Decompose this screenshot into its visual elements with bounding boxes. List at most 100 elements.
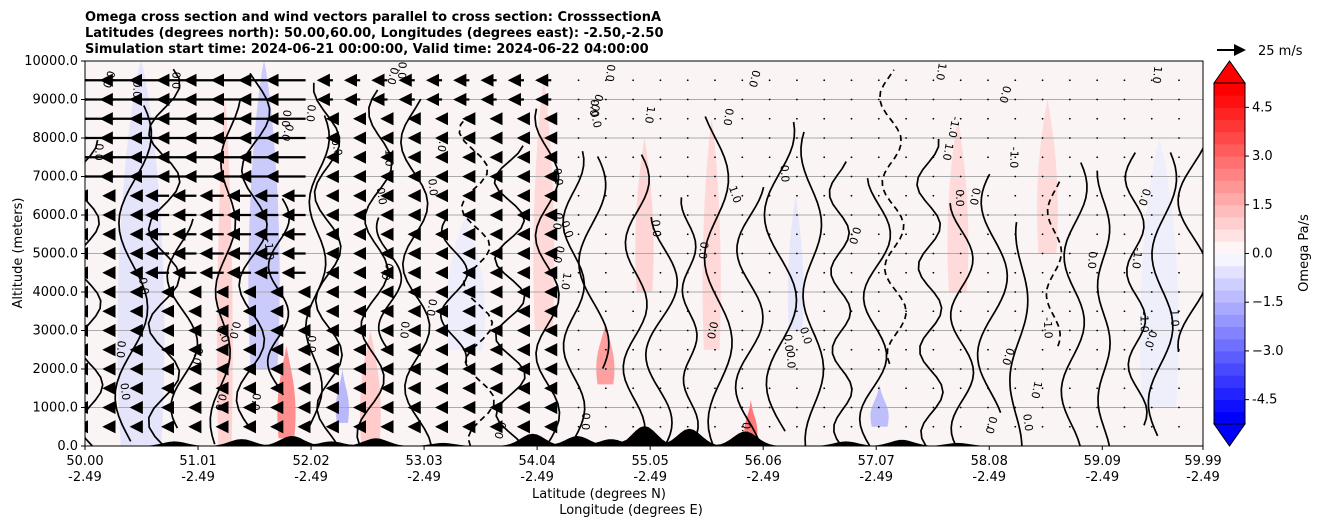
- colorbar-segment: [1214, 326, 1245, 340]
- wind-vector-dot: [1014, 79, 1017, 82]
- wind-vector-dot: [1014, 175, 1017, 178]
- contour-label: 1.0: [1150, 65, 1165, 84]
- contour-labels: -1.00.00.00.00.00.01.00.00.00.00.00.00.0…: [92, 61, 1181, 440]
- wind-vector-dot: [987, 137, 989, 139]
- x-tick-label-lat: 52.02: [292, 454, 329, 469]
- contour-line: [85, 139, 104, 446]
- wind-vector-dot: [823, 252, 826, 255]
- wind-vector-dot: [604, 117, 607, 120]
- wind-vector-dot: [1205, 349, 1207, 351]
- wind-vector-dot: [768, 310, 771, 313]
- wind-vector-dot: [768, 387, 771, 390]
- wind-vector-dot: [850, 79, 853, 82]
- wind-vector-dot: [1041, 233, 1044, 236]
- contour-line: [439, 218, 469, 364]
- contour-label: 1.0: [1028, 380, 1044, 400]
- wind-vector-dot: [987, 214, 989, 216]
- wind-vector-dot: [823, 137, 826, 139]
- wind-vector-dot: [714, 233, 716, 236]
- wind-vector-dot: [768, 406, 771, 409]
- wind-vector-dot: [905, 194, 907, 197]
- contour-line: [375, 217, 403, 352]
- wind-vector-dot: [1014, 214, 1017, 216]
- contour-label: 0.0: [329, 137, 345, 157]
- wind-vector-dot: [823, 329, 826, 332]
- wind-vector-dot: [905, 252, 907, 255]
- wind-vector-dot: [1014, 98, 1017, 101]
- wind-vector-dot: [905, 329, 907, 332]
- wind-vector-dot: [932, 117, 935, 120]
- wind-vector-dot: [741, 348, 744, 351]
- wind-vector-dot: [932, 368, 935, 370]
- contour-label: -1.0: [945, 115, 962, 139]
- wind-vector-dot: [1014, 329, 1017, 332]
- x-axis-label-latitude: Latitude (degrees N): [532, 487, 666, 502]
- contour-line: [562, 151, 586, 446]
- contour-label: 0.0: [113, 340, 127, 359]
- wind-vector-dot: [659, 348, 662, 351]
- negative-omega-region: [787, 195, 804, 331]
- wind-vector-dot: [604, 233, 607, 236]
- contour-label: 0.0: [704, 320, 720, 340]
- wind-vector-dot: [1150, 368, 1153, 370]
- contour-label: 0.0: [395, 61, 409, 79]
- quiver-key-label: 25 m/s: [1258, 44, 1303, 59]
- y-tick-label: 3000.0: [33, 324, 79, 339]
- wind-vector-dot: [905, 214, 907, 216]
- wind-vector-dot: [1041, 425, 1044, 428]
- contour-label: 0.0: [1136, 187, 1154, 208]
- wind-vector-dot: [877, 252, 880, 255]
- colorbar-extend-low: [1213, 423, 1246, 447]
- wind-vector-dot: [1068, 406, 1071, 409]
- wind-vector-dot: [686, 156, 689, 159]
- wind-vector-dot: [577, 233, 580, 236]
- wind-vector-dot: [659, 175, 662, 178]
- wind-vector-dot: [686, 117, 689, 120]
- wind-vector-dot: [823, 98, 826, 101]
- x-tick-label-lon: -2.49: [294, 470, 328, 485]
- contour-label: 0.0: [550, 211, 565, 230]
- wind-vector-dot: [796, 329, 798, 332]
- wind-vector-dot: [877, 98, 880, 101]
- contour-label: 0.0: [100, 69, 118, 90]
- wind-vector-dot: [686, 291, 689, 293]
- wind-vector-dot: [741, 79, 744, 82]
- x-tick-label-lon: -2.49: [407, 470, 441, 485]
- contour-line: [734, 186, 765, 446]
- wind-vector-dot: [714, 98, 716, 101]
- wind-vector-dot: [1096, 137, 1099, 139]
- wind-vector-dot: [741, 233, 744, 236]
- wind-vector-dot: [796, 348, 798, 351]
- contour-label: 0.0: [953, 189, 966, 207]
- colorbar-segment: [1214, 350, 1245, 364]
- y-tick-label: 6000.0: [33, 208, 79, 223]
- wind-vector-dot: [932, 137, 935, 139]
- wind-vector-dot: [932, 291, 935, 293]
- wind-vector-dot: [632, 271, 635, 274]
- wind-vector-dot: [632, 291, 635, 293]
- contour-line: [1147, 152, 1178, 437]
- wind-vector-dot: [577, 194, 580, 197]
- wind-vector-dot: [1041, 291, 1044, 293]
- colorbar-segment: [1214, 338, 1245, 352]
- wind-vector-dot: [1150, 175, 1153, 178]
- wind-vector-dot: [1068, 348, 1071, 351]
- wind-vector-dot: [987, 387, 989, 390]
- wind-vector-dot: [959, 194, 962, 197]
- wind-vector-dot: [1123, 406, 1126, 409]
- plot-area: -1.00.00.00.00.00.01.00.00.00.00.00.00.0…: [85, 61, 1207, 446]
- wind-vector-dot: [686, 329, 689, 332]
- colorbar-segment: [1214, 375, 1245, 388]
- y-tick-label: 0.0: [57, 439, 78, 454]
- wind-vector-dot: [659, 368, 662, 370]
- wind-vector-dot: [604, 137, 607, 139]
- contour-label: 0.0: [649, 219, 663, 237]
- contour-label: 0.0: [434, 133, 450, 153]
- wind-vector-dot: [796, 214, 798, 216]
- x-tick-label-lat: 59.99: [1184, 454, 1221, 469]
- wind-vector-dot: [659, 406, 662, 409]
- wind-vector-dot: [1068, 387, 1071, 390]
- wind-vector-dot: [659, 271, 662, 274]
- wind-vector-dot: [659, 252, 662, 255]
- x-tick-label-lon: -2.49: [68, 470, 102, 485]
